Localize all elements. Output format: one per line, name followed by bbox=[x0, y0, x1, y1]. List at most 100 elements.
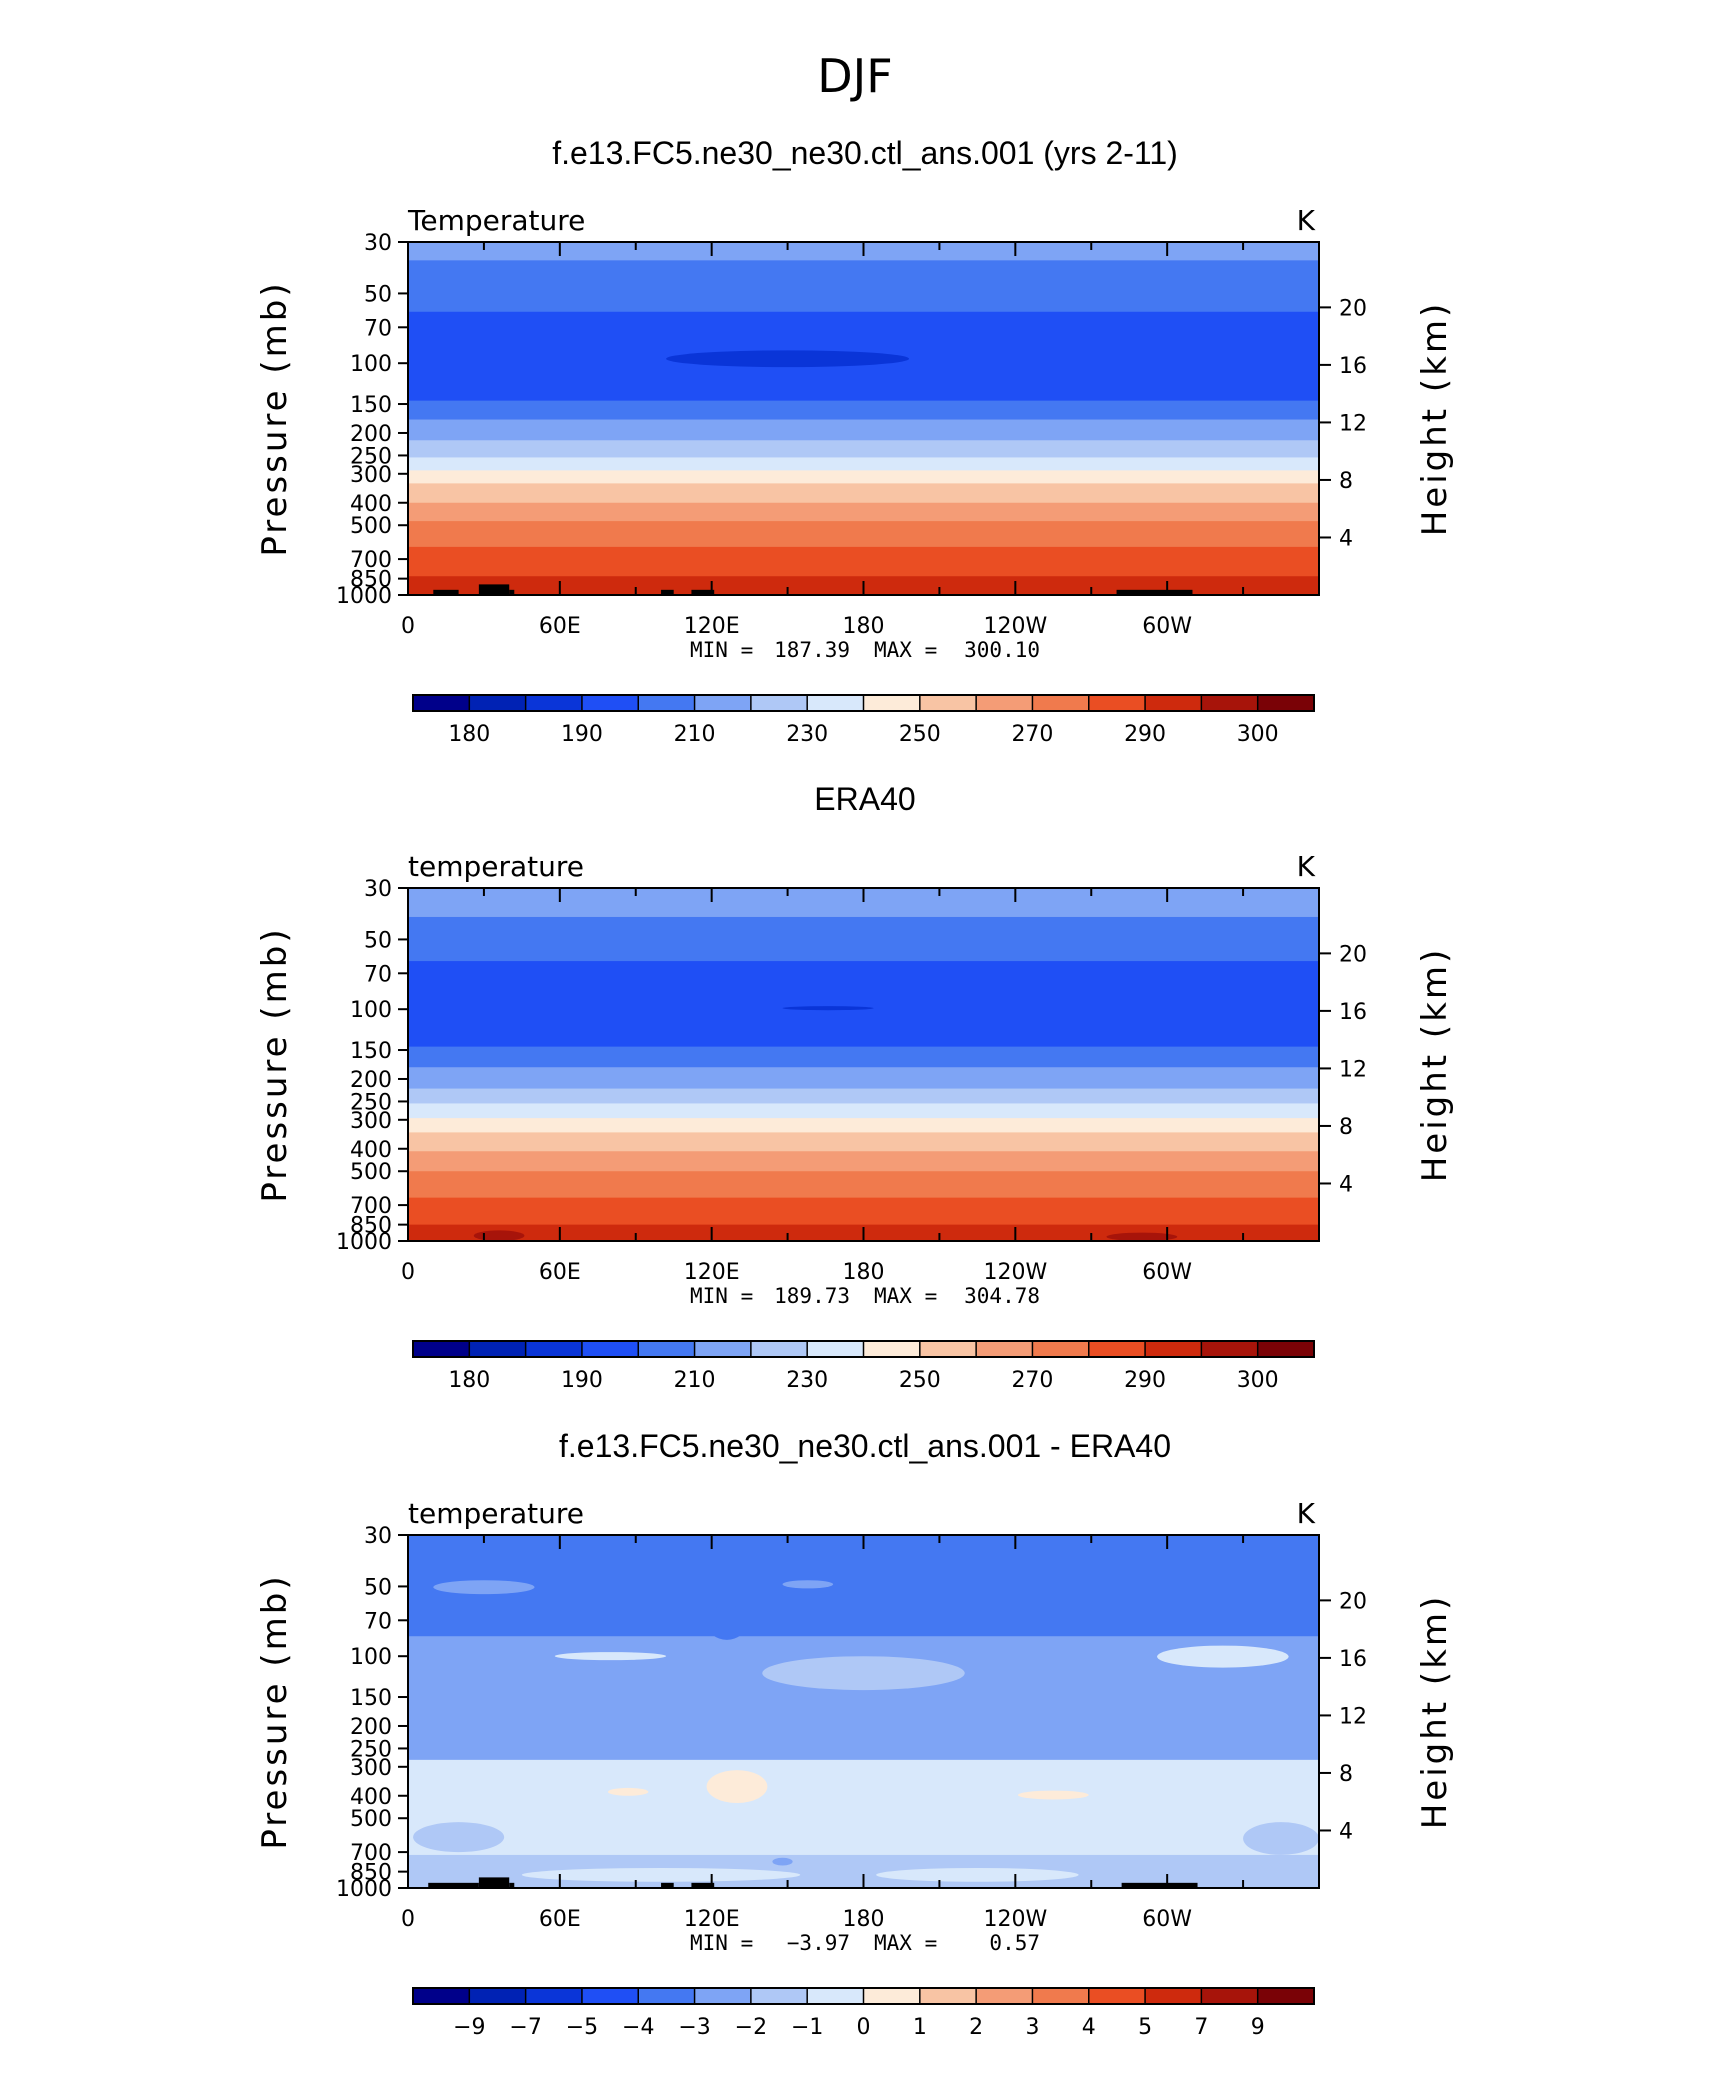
terrain-mask bbox=[1121, 1882, 1198, 1888]
max-label: MAX = bbox=[874, 638, 937, 662]
colorbar-label: 300 bbox=[1237, 1368, 1279, 1393]
contour-feature bbox=[554, 1652, 667, 1661]
y-tick-label: 150 bbox=[350, 1686, 392, 1711]
contour-band bbox=[408, 546, 1319, 577]
x-tick-label: 180 bbox=[843, 1907, 885, 1932]
height-tick-label: 16 bbox=[1339, 354, 1367, 379]
colorbar-swatch bbox=[1145, 1341, 1202, 1357]
colorbar-label: 210 bbox=[674, 722, 716, 747]
contour-feature bbox=[782, 1006, 874, 1011]
height-tick-label: 4 bbox=[1339, 1172, 1353, 1197]
colorbar-swatch bbox=[525, 1988, 583, 2004]
colorbar-swatch bbox=[919, 695, 977, 711]
colorbar-swatch bbox=[413, 1341, 470, 1357]
y-tick-label: 300 bbox=[350, 1109, 392, 1134]
contour-band bbox=[408, 1151, 1319, 1172]
colorbar-label: 2 bbox=[969, 2015, 983, 2040]
colorbar-label: 180 bbox=[448, 722, 490, 747]
colorbar-label: 290 bbox=[1124, 1368, 1166, 1393]
y-tick-label: 150 bbox=[350, 1039, 392, 1064]
contour-band bbox=[408, 1197, 1319, 1226]
colorbar-label: −4 bbox=[622, 2015, 654, 2040]
contour-band bbox=[408, 483, 1319, 504]
variable-label: temperature bbox=[408, 1497, 584, 1530]
contour-feature bbox=[1243, 1822, 1319, 1855]
colorbar-swatch bbox=[694, 1341, 752, 1357]
colorbar-label: −1 bbox=[791, 2015, 823, 2040]
y-tick-label: 700 bbox=[350, 1841, 392, 1866]
y-axis-title-right: Height (km) bbox=[1415, 1594, 1455, 1830]
colorbar-label: 300 bbox=[1237, 722, 1279, 747]
terrain-mask bbox=[661, 1882, 674, 1888]
colorbar-swatch bbox=[1257, 1988, 1315, 2004]
colorbar-swatch bbox=[750, 1341, 808, 1357]
colorbar-swatch bbox=[1032, 1341, 1090, 1357]
y-tick-label: 400 bbox=[350, 1138, 392, 1163]
colorbar-swatch bbox=[525, 1341, 583, 1357]
y-tick-label: 850 bbox=[350, 1861, 392, 1886]
colorbar-swatch bbox=[807, 1988, 864, 2004]
min-value: 189.73 bbox=[774, 1284, 850, 1308]
y-tick-label: 30 bbox=[364, 231, 392, 256]
terrain-mask bbox=[509, 589, 515, 595]
panel-1: f.e13.FC5.ne30_ne30.ctl_ans.001 (yrs 2-1… bbox=[255, 135, 1455, 747]
colorbar-swatch bbox=[863, 1988, 921, 2004]
colorbar-swatch bbox=[1032, 695, 1090, 711]
max-value: 300.10 bbox=[964, 638, 1040, 662]
contour-band bbox=[408, 1132, 1319, 1152]
contour-feature bbox=[473, 1230, 525, 1241]
panel-3: f.e13.FC5.ne30_ne30.ctl_ans.001 - ERA40 t… bbox=[255, 1428, 1455, 2040]
colorbar-label: −9 bbox=[453, 2015, 485, 2040]
colorbar: 180 190 210 230 250 270 290 300 bbox=[412, 694, 1315, 747]
height-tick-label: 20 bbox=[1339, 1589, 1367, 1614]
colorbar-label: 250 bbox=[899, 1368, 941, 1393]
height-tick-label: 8 bbox=[1339, 1762, 1353, 1787]
y-tick-label: 100 bbox=[350, 1645, 392, 1670]
colorbar-swatch bbox=[581, 695, 639, 711]
colorbar-swatch bbox=[1201, 1988, 1259, 2004]
contour-band bbox=[408, 440, 1319, 459]
contour-band bbox=[408, 1118, 1319, 1133]
x-tick-label: 60E bbox=[539, 1260, 581, 1285]
y-tick-label: 70 bbox=[364, 316, 392, 341]
panel-title: f.e13.FC5.ne30_ne30.ctl_ans.001 (yrs 2-1… bbox=[552, 135, 1178, 171]
height-tick-label: 20 bbox=[1339, 942, 1367, 967]
colorbar-label: 7 bbox=[1194, 2015, 1208, 2040]
x-tick-label: 180 bbox=[843, 1260, 885, 1285]
x-tick-label: 60W bbox=[1142, 614, 1192, 639]
max-label: MAX = bbox=[874, 1284, 937, 1308]
colorbar-swatch bbox=[863, 695, 921, 711]
max-value: 0.57 bbox=[989, 1931, 1040, 1955]
x-tick-label: 0 bbox=[401, 1260, 415, 1285]
contour-band bbox=[408, 260, 1319, 313]
y-tick-label: 70 bbox=[364, 962, 392, 987]
colorbar-swatch bbox=[413, 695, 470, 711]
y-tick-label: 100 bbox=[350, 352, 392, 377]
y-tick-label: 850 bbox=[350, 1214, 392, 1239]
colorbar-swatch bbox=[1145, 1988, 1202, 2004]
colorbar-swatch bbox=[1257, 695, 1315, 711]
y-tick-label: 300 bbox=[350, 1756, 392, 1781]
contour-feature bbox=[706, 1604, 748, 1640]
colorbar-swatch bbox=[1201, 1341, 1259, 1357]
y-tick-label: 200 bbox=[350, 1068, 392, 1093]
contour-feature bbox=[1106, 1232, 1178, 1241]
y-tick-label: 50 bbox=[364, 1575, 392, 1600]
y-tick-label: 200 bbox=[350, 1715, 392, 1740]
contour-feature bbox=[1017, 1790, 1089, 1800]
colorbar-label: 5 bbox=[1138, 2015, 1152, 2040]
y-tick-label: 850 bbox=[350, 568, 392, 593]
contour-band bbox=[408, 470, 1319, 484]
contour-band bbox=[408, 502, 1319, 522]
colorbar-label: 3 bbox=[1025, 2015, 1039, 2040]
y-tick-label: 300 bbox=[350, 463, 392, 488]
colorbar-label: 1 bbox=[913, 2015, 927, 2040]
x-tick-label: 120W bbox=[983, 1260, 1047, 1285]
y-tick-label: 50 bbox=[364, 928, 392, 953]
height-tick-label: 8 bbox=[1339, 1115, 1353, 1140]
contour-band bbox=[408, 521, 1319, 548]
variable-label: Temperature bbox=[407, 204, 585, 237]
contour-band bbox=[408, 400, 1319, 421]
contour-feature bbox=[433, 1580, 535, 1595]
